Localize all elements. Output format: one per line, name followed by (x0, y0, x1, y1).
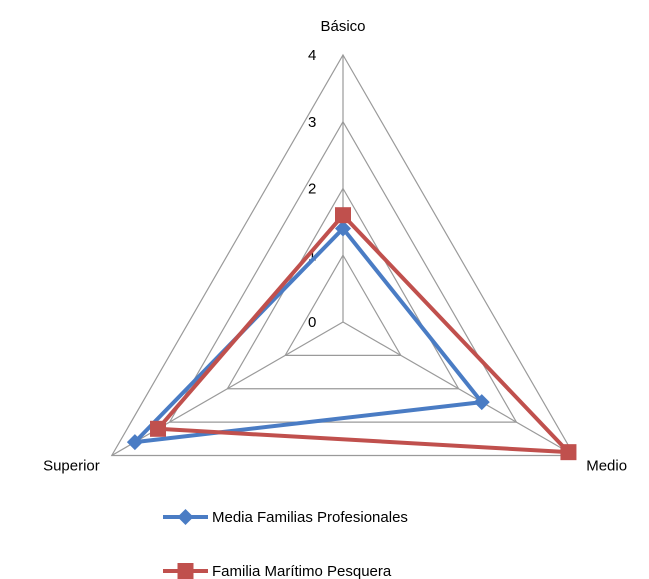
category-labels: Básico Medio Superior (43, 18, 627, 475)
series-1-point-2 (150, 420, 167, 437)
series-0-point-1 (473, 394, 490, 411)
series-1 (150, 207, 577, 461)
legend-marker-1 (177, 563, 194, 579)
tick-label-2: 2 (308, 181, 316, 198)
tick-label-1: 1 (308, 247, 316, 264)
series-layer (126, 207, 577, 461)
grid-ring-4 (110, 53, 576, 457)
legend-label-0: Media Familias Profesionales (212, 509, 408, 526)
legend-label-1: Familia Marítimo Pesquera (212, 563, 392, 579)
legend: Media Familias Profesionales Familia Marí… (163, 509, 408, 579)
grid-ring-3 (168, 120, 518, 423)
category-label-0: Básico (320, 18, 365, 35)
series-1-point-0 (335, 207, 351, 224)
tick-label-3: 3 (308, 114, 316, 131)
axis-spoke-1 (342, 321, 575, 457)
series-line-1 (156, 213, 571, 455)
legend-entry-1: Familia Marítimo Pesquera (163, 563, 392, 579)
radar-grid (110, 53, 576, 457)
tick-label-4: 4 (308, 47, 316, 64)
series-0-point-0 (335, 220, 351, 237)
legend-entry-0: Media Familias Profesionales (163, 509, 408, 526)
series-1-point-1 (560, 444, 577, 461)
radial-tick-labels: 0 1 2 3 4 (308, 47, 316, 331)
tick-label-0: 0 (308, 314, 316, 331)
category-label-2: Superior (43, 458, 100, 475)
legend-marker-0 (177, 509, 194, 525)
category-label-1: Medio (586, 458, 627, 475)
grid-ring-1 (284, 254, 402, 356)
series-0-point-2 (126, 434, 143, 451)
